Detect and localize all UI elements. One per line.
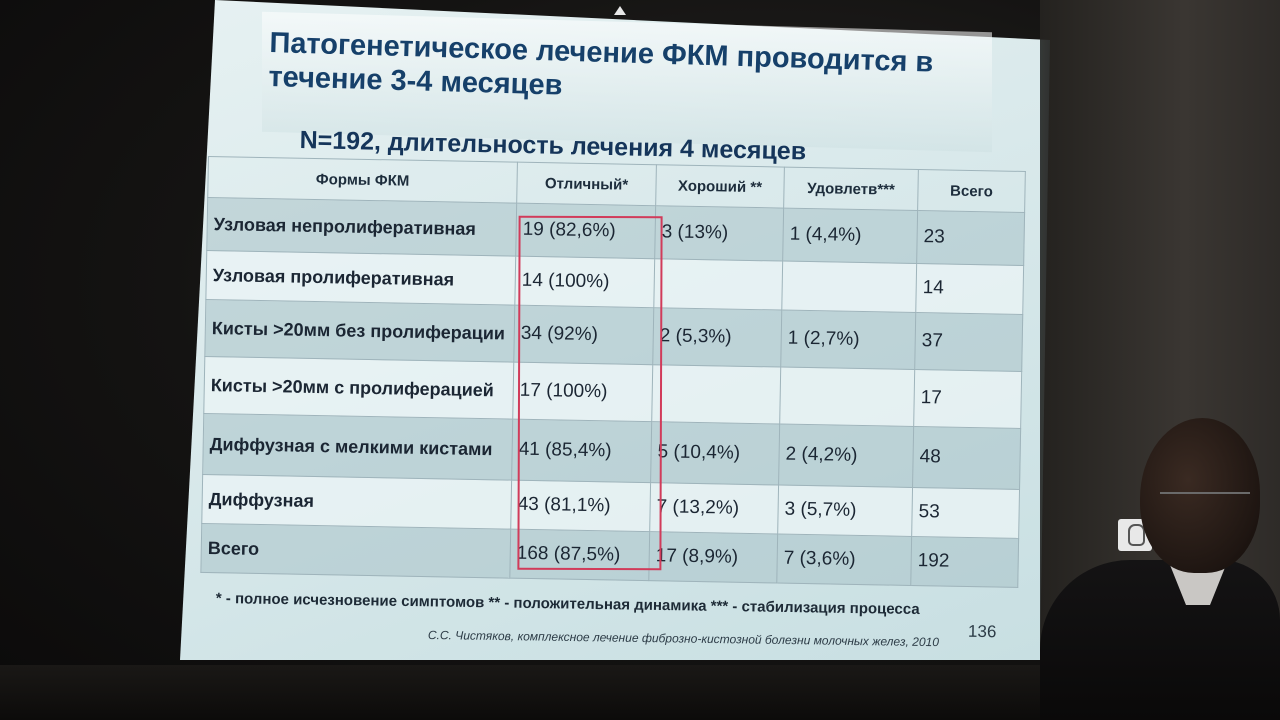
cell-good: 3 (13%) — [654, 205, 784, 262]
cell-satisfactory: 1 (4,4%) — [782, 208, 918, 264]
ceiling-light-icon — [614, 6, 626, 15]
header-forms: Формы ФКМ — [207, 156, 518, 204]
cell-form: Узловая пролиферативная — [205, 250, 516, 306]
cell-good: 7 (13,2%) — [649, 482, 779, 535]
cell-satisfactory — [781, 261, 917, 313]
cell-satisfactory — [779, 367, 915, 427]
header-good: Хороший ** — [655, 164, 785, 209]
cell-total: 14 — [915, 263, 1024, 315]
slide-number: 136 — [967, 621, 997, 642]
presenter-body — [1040, 560, 1280, 720]
excellent-column-highlight — [517, 215, 663, 571]
cell-satisfactory: 2 (4,2%) — [778, 424, 914, 488]
header-satisfactory: Удовлетв*** — [783, 167, 919, 211]
header-excellent: Отличный* — [516, 162, 657, 206]
cell-form: Кисты >20мм с пролиферацией — [203, 356, 514, 420]
cell-good: 17 (8,9%) — [648, 531, 778, 583]
cell-satisfactory: 1 (2,7%) — [780, 310, 916, 370]
presenter-glasses — [1160, 492, 1250, 506]
cell-good: 2 (5,3%) — [652, 307, 782, 368]
cell-good: 5 (10,4%) — [650, 421, 780, 486]
cell-good — [653, 258, 783, 311]
cell-satisfactory: 3 (5,7%) — [777, 485, 913, 537]
cell-total: 23 — [916, 210, 1025, 266]
cell-form: Диффузная — [201, 474, 512, 530]
presenter-silhouette — [1000, 410, 1280, 720]
cell-total: 37 — [914, 312, 1023, 372]
presenter-head — [1140, 418, 1260, 573]
cell-satisfactory: 7 (3,6%) — [776, 534, 912, 586]
cell-good — [651, 364, 781, 425]
cell-form: Диффузная с мелкими кистами — [202, 413, 513, 481]
cell-form: Кисты >20мм без пролиферации — [204, 299, 515, 363]
header-total: Всего — [917, 169, 1026, 213]
cell-form: Узловая непролиферативная — [206, 197, 517, 257]
cell-form: Всего — [200, 523, 511, 579]
